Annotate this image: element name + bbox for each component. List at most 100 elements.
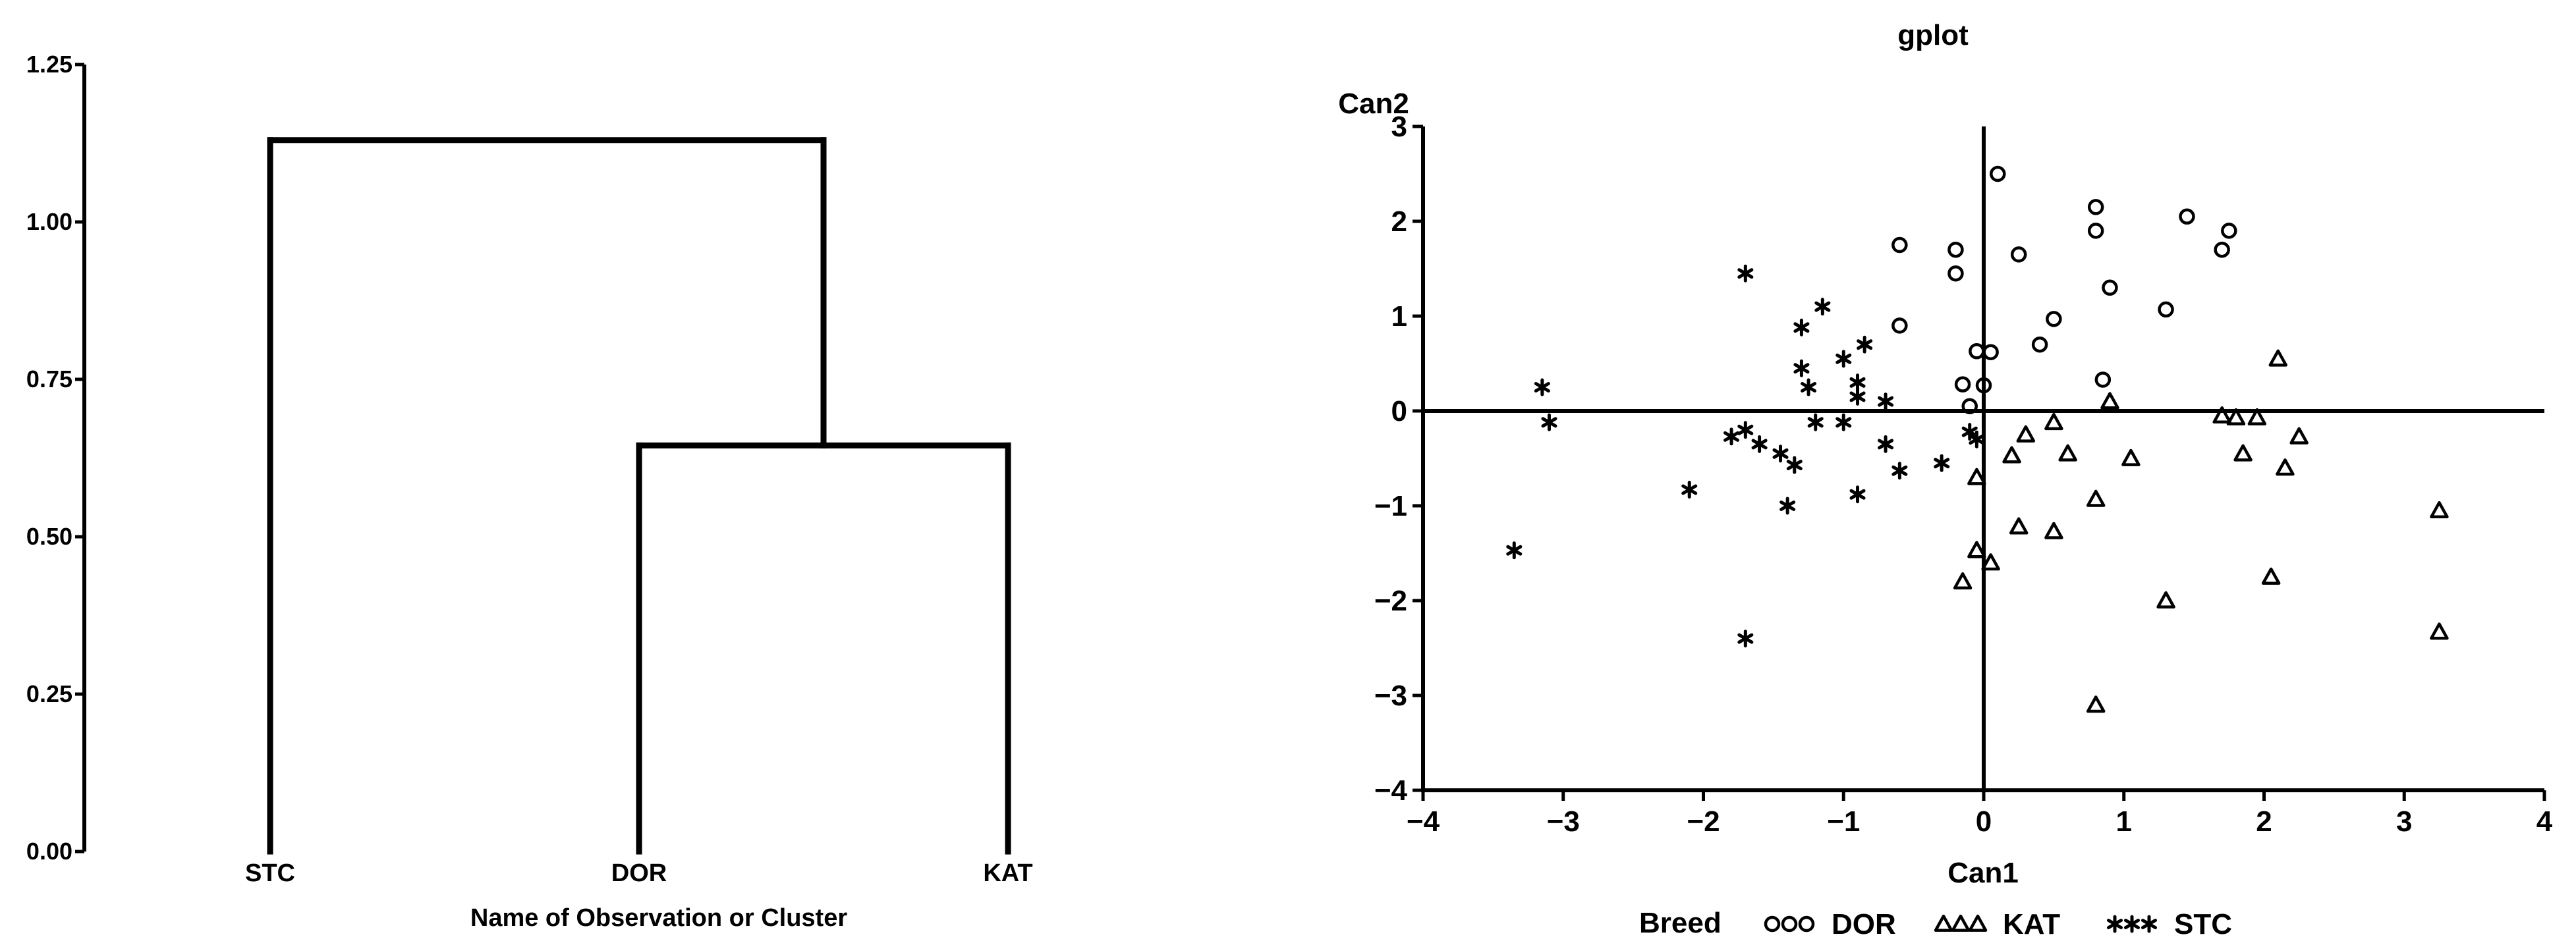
legend-marker-dor <box>1781 915 1798 933</box>
scatter-y-axis-title: Can2 <box>1338 88 1409 120</box>
scatter-point-stc <box>1737 630 1754 648</box>
scatter-point-kat <box>2058 444 2077 462</box>
scatter-y-tick-label: 0 <box>1391 395 1407 427</box>
scatter-y-tick-label: 2 <box>1391 205 1407 238</box>
scatter-point-stc <box>1857 335 1873 354</box>
scatter-y-ticks: −4 −3 −2 −1 0 1 2 3 <box>1374 111 1423 807</box>
scatter-y-tick-label: −2 <box>1374 585 1407 617</box>
scatter-point-dor <box>1947 265 1964 282</box>
scatter-point-dor <box>1975 377 1992 394</box>
scatter-point-kat <box>2044 413 2063 431</box>
scatter-point-stc <box>1681 481 1698 499</box>
legend-entry-dor: DOR <box>1764 908 1896 940</box>
scatter-point-stc <box>1779 497 1796 515</box>
scatter-point-stc <box>1835 413 1852 431</box>
legend-entry-kat: KAT <box>1934 908 2060 940</box>
scatter-point-kat <box>2016 425 2036 443</box>
scatter-x-tick-label: 4 <box>2536 805 2553 838</box>
scatter-point-kat <box>2009 517 2029 535</box>
scatter-y-tick-label: 3 <box>1391 111 1407 143</box>
scatter-point-stc <box>1751 435 1768 453</box>
dendrogram-chart: 0.00 0.25 0.50 0.75 1.00 1.25 STC DOR KAT Name … <box>26 51 1033 932</box>
scatter-point-stc <box>1772 445 1789 463</box>
scatter-point-kat <box>2121 448 2141 466</box>
scatter-point-dor <box>2087 223 2104 239</box>
scatter-point-dor <box>2102 279 2118 296</box>
legend-label: DOR <box>1832 908 1896 940</box>
legend-marker-dor <box>1798 915 1815 933</box>
scatter-point-dor <box>2214 241 2230 258</box>
scatter-point-kat <box>2156 591 2175 609</box>
legend-marker-dor <box>1764 915 1781 933</box>
dendrogram-links <box>267 137 1011 855</box>
scatter-point-kat <box>1967 468 1986 485</box>
dendrogram-y-tick-label: 0.25 <box>26 680 72 707</box>
dendrogram-y-ticks: 0.00 0.25 0.50 0.75 1.00 1.25 <box>26 51 84 865</box>
scatter-point-stc <box>1849 387 1866 406</box>
legend-marker-stc <box>2141 915 2158 933</box>
scatter-y-tick-label: 1 <box>1391 300 1407 333</box>
scatter-point-kat <box>2100 392 2119 410</box>
scatter-x-tick-label: 3 <box>2396 805 2412 838</box>
scatter-point-stc <box>1786 456 1803 474</box>
scatter-point-stc <box>1878 435 1894 453</box>
scatter-point-dor <box>1982 344 1999 360</box>
scatter-x-tick-label: −2 <box>1687 805 1720 838</box>
scatter-point-kat <box>2430 501 2449 519</box>
scatter-chart: gplot Can2 −4 −3 −2 −1 0 1 2 3 4 −4 −3 −2 −1 0 1 2 3 Ca… <box>1338 19 2553 940</box>
scatter-x-tick-label: −1 <box>1827 805 1860 838</box>
scatter-point-dor <box>1961 398 1978 415</box>
dendrogram-y-tick-label: 1.25 <box>26 51 72 78</box>
scatter-point-dor <box>1947 241 1964 258</box>
scatter-legend: Breed DOR KAT STC <box>1639 907 2232 940</box>
scatter-point-stc <box>1737 264 1754 283</box>
legend-title: Breed <box>1639 907 1722 939</box>
scatter-point-stc <box>1793 359 1810 377</box>
dendrogram-y-tick-label: 0.75 <box>26 366 72 393</box>
legend-marker-kat <box>1934 914 1953 932</box>
legend-marker-stc <box>2123 915 2141 933</box>
dendrogram-leaf-label: DOR <box>611 859 667 887</box>
scatter-point-dor <box>2031 336 2048 353</box>
scatter-point-stc <box>1835 350 1852 368</box>
scatter-y-tick-label: −4 <box>1374 774 1408 807</box>
scatter-point-stc <box>1849 485 1866 504</box>
scatter-point-dor <box>2046 311 2062 327</box>
scatter-point-dor <box>2094 371 2112 388</box>
scatter-point-stc <box>1506 541 1523 560</box>
scatter-point-stc <box>1934 454 1950 472</box>
dendrogram-y-tick-label: 1.00 <box>26 208 72 235</box>
scatter-point-stc <box>1814 298 1831 316</box>
scatter-point-kat <box>2212 406 2231 424</box>
scatter-y-tick-label: −3 <box>1374 680 1407 712</box>
legend-label: KAT <box>2003 908 2060 940</box>
scatter-point-dor <box>1891 236 1908 254</box>
legend-marker-stc <box>2106 915 2123 933</box>
scatter-point-kat <box>2261 567 2281 585</box>
scatter-point-dor <box>2179 208 2195 225</box>
scatter-x-tick-label: −3 <box>1547 805 1580 838</box>
scatter-x-ticks: −4 −3 −2 −1 0 1 2 3 4 <box>1407 790 2553 838</box>
scatter-point-dor <box>2158 301 2174 318</box>
dendrogram-leaf-label: KAT <box>983 859 1032 887</box>
dendrogram-x-axis-title: Name of Observation or Cluster <box>470 904 847 932</box>
scatter-point-stc <box>1807 413 1824 431</box>
scatter-point-dor <box>2010 246 2027 263</box>
scatter-point-kat <box>2247 408 2267 425</box>
scatter-x-tick-label: 1 <box>2116 805 2132 838</box>
scatter-point-dor <box>1891 317 1908 334</box>
dendrogram-leaf-label: STC <box>245 859 295 887</box>
legend-marker-kat <box>1951 914 1971 932</box>
scatter-point-stc <box>1793 318 1810 337</box>
scatter-point-kat <box>2268 349 2288 367</box>
scatter-point-stc <box>1849 373 1866 392</box>
scatter-point-kat <box>2086 489 2106 507</box>
scatter-point-dor <box>1954 376 1971 393</box>
scatter-point-dor <box>2221 223 2237 239</box>
dendrogram-leaf-labels: STC DOR KAT <box>245 859 1033 887</box>
scatter-point-stc <box>1534 378 1550 396</box>
scatter-point-kat <box>2289 427 2309 445</box>
dendrogram-y-tick-label: 0.00 <box>26 838 72 865</box>
legend-marker-kat <box>1968 914 1988 932</box>
